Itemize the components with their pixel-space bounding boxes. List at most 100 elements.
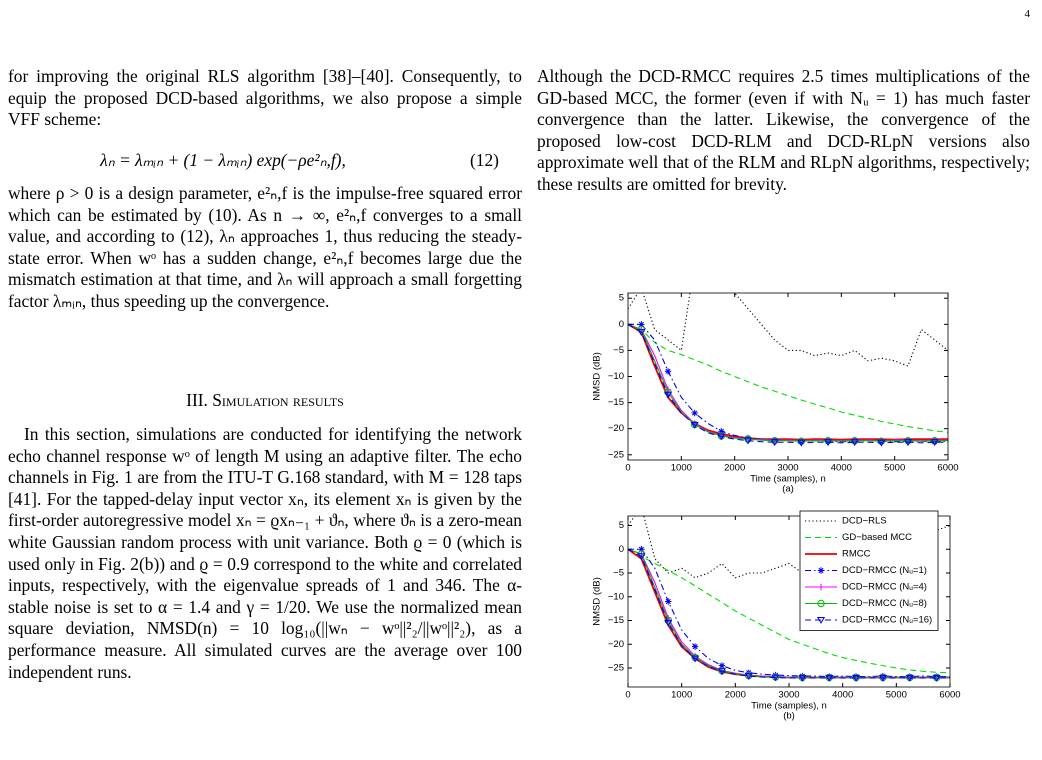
legend-marker — [817, 599, 825, 608]
marker — [850, 439, 859, 447]
marker — [770, 437, 779, 445]
y-tick-label: 0 — [619, 544, 624, 555]
y-axis-label: NMSD (dB) — [592, 352, 603, 401]
marker — [664, 619, 673, 627]
marker — [797, 439, 806, 447]
marker — [905, 674, 914, 682]
series-line — [628, 323, 948, 444]
legend-marker — [817, 567, 825, 574]
legend-label: GD−based MCC — [842, 532, 912, 543]
x-tick-label: 5000 — [886, 690, 907, 701]
legend-label: DCD−RMCC (Nᵤ=4) — [842, 582, 927, 593]
x-tick-label: 6000 — [937, 463, 958, 474]
y-tick-label: −5 — [613, 568, 624, 579]
caption: (b) — [783, 711, 795, 722]
marker — [690, 421, 699, 429]
series-line — [628, 548, 950, 679]
y-tick-label: 5 — [619, 520, 624, 531]
marker — [744, 673, 753, 680]
plot-area — [628, 516, 950, 682]
marker — [718, 662, 726, 669]
marker — [717, 433, 726, 441]
series-line — [628, 516, 950, 579]
marker — [664, 368, 672, 375]
marker — [930, 439, 939, 447]
y-tick-label: −25 — [608, 663, 624, 674]
series-line — [628, 323, 948, 443]
series-line — [628, 548, 950, 678]
equation: λₙ = λₘᵢₙ + (1 − λₘᵢₙ) exp(−ρe²ₙ,f), — [100, 150, 346, 170]
legend-label: DCD−RMCC (Nᵤ=1) — [842, 565, 927, 576]
series-line — [628, 548, 950, 679]
x-tick-label: 2000 — [725, 690, 746, 701]
caption: (a) — [782, 484, 794, 495]
marker — [638, 321, 645, 328]
legend-label: DCD−RLS — [842, 516, 887, 527]
y-tick-label: −20 — [608, 423, 624, 434]
x-tick-label: 4000 — [832, 690, 853, 701]
marker — [771, 674, 780, 682]
x-tick-label: 1000 — [671, 463, 692, 474]
marker — [824, 437, 832, 445]
legend-label: DCD−RMCC (Nᵤ=8) — [842, 598, 927, 609]
x-tick-label: 3000 — [777, 463, 798, 474]
marker — [877, 437, 886, 445]
x-axis-label: Time (samples), n — [750, 474, 826, 485]
marker — [798, 674, 807, 682]
marker — [691, 643, 699, 650]
marker — [932, 674, 941, 682]
x-tick-label: 6000 — [939, 690, 960, 701]
y-tick-label: −20 — [608, 639, 624, 650]
marker — [930, 437, 939, 445]
y-tick-label: 5 — [619, 293, 624, 304]
marker — [637, 329, 646, 337]
marker — [718, 428, 725, 435]
paragraph: Although the DCD-RMCC requires 2.5 times… — [537, 66, 1030, 194]
legend-label: DCD−RMCC (Nᵤ=16) — [842, 615, 932, 626]
paragraph: where ρ > 0 is a design parameter, e²ₙ,f… — [8, 183, 522, 311]
plot-area — [628, 293, 948, 447]
marker — [665, 598, 672, 605]
page-number: 4 — [1024, 8, 1031, 20]
x-tick-label: 3000 — [778, 690, 799, 701]
x-tick-label: 4000 — [831, 463, 852, 474]
y-tick-label: −15 — [608, 397, 624, 408]
marker — [663, 391, 673, 399]
series-line — [628, 293, 948, 367]
x-tick-label: 2000 — [724, 463, 745, 474]
x-tick-label: 0 — [625, 463, 630, 474]
series-line — [628, 548, 950, 674]
marker — [825, 674, 834, 682]
marker — [637, 553, 646, 561]
series-line — [628, 323, 948, 442]
equation-number: (12) — [470, 150, 499, 170]
marker — [823, 439, 833, 447]
y-tick-label: −10 — [608, 371, 624, 382]
legend-marker — [817, 583, 825, 591]
series-line — [628, 323, 948, 442]
marker — [743, 437, 753, 445]
marker — [691, 655, 700, 663]
series-line — [628, 323, 948, 441]
marker — [717, 668, 726, 676]
x-tick-label: 5000 — [884, 463, 905, 474]
x-tick-label: 0 — [625, 690, 630, 701]
marker — [691, 653, 699, 662]
legend-label: RMCC — [842, 549, 871, 560]
y-tick-label: 0 — [619, 319, 624, 330]
marker — [878, 674, 887, 682]
y-tick-label: −15 — [608, 615, 624, 626]
marker — [877, 439, 886, 447]
y-tick-label: −25 — [608, 449, 624, 460]
section-heading: III. Simulation results — [186, 390, 344, 410]
marker — [691, 409, 698, 417]
axes-frame — [627, 515, 951, 688]
marker — [770, 439, 779, 447]
marker — [638, 546, 645, 553]
paragraph: In this section, simulations are conduct… — [8, 424, 522, 682]
x-axis-label: Time (samples), n — [751, 701, 827, 712]
x-tick-label: 1000 — [671, 690, 692, 701]
marker — [903, 439, 913, 447]
